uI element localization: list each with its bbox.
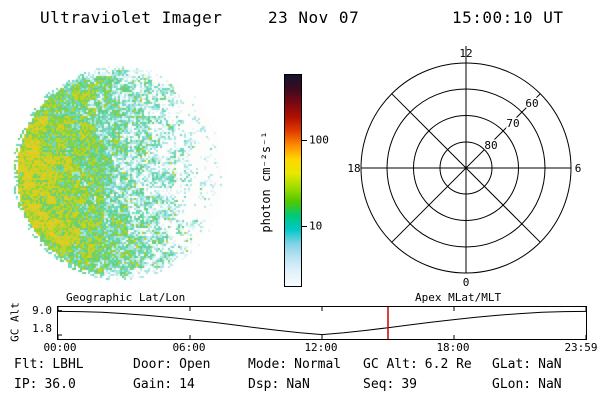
status-gc-alt: GC Alt: 6.2 Re: [363, 357, 472, 372]
x-tick-label-1200: 12:00: [304, 341, 338, 354]
polar-plot: 12 0 18 6 60 70 80: [347, 46, 581, 289]
gc-alt-axis-label: GC Alt: [8, 302, 22, 342]
status-glon-value: NaN: [538, 377, 562, 392]
mlat-label-70: 70: [506, 117, 519, 130]
mlt-label-12: 12: [459, 47, 472, 60]
time-label: 15:00:10 UT: [452, 8, 564, 27]
colorbar-tick-label: 100: [309, 133, 329, 147]
x-tick-label-0000: 00:00: [43, 341, 77, 354]
status-dsp-value: NaN: [286, 377, 310, 392]
status-gain: Gain: 14: [133, 377, 195, 392]
x-tick-label-2359: 23:59: [564, 341, 598, 354]
y-tick-label-top: 9.0: [32, 304, 52, 317]
status-glon: GLon: NaN: [492, 377, 562, 392]
status-glat-key: GLat:: [492, 357, 532, 372]
x-tick-label-0600: 06:00: [172, 341, 206, 354]
mlt-label-0: 0: [463, 276, 470, 289]
status-door-key: Door:: [133, 357, 173, 372]
mlt-label-6: 6: [575, 162, 582, 175]
status-row-1: Flt: LBHL Door: Open Mode: Normal GC Alt: 6.…: [0, 357, 600, 373]
polar-mlt-labels: 12 0 18 6: [347, 47, 581, 289]
status-seq: Seq: 39: [363, 377, 417, 392]
status-seq-value: 39: [401, 377, 417, 392]
colorbar-gradient: [285, 75, 301, 286]
status-seq-key: Seq:: [363, 377, 395, 392]
status-glon-key: GLon:: [492, 377, 532, 392]
apex-mlatmlt-label: Apex MLat/MLT: [415, 291, 502, 304]
mlat-label-60: 60: [525, 97, 538, 110]
status-dsp-key: Dsp:: [248, 377, 280, 392]
polar-grid-lines: [360, 46, 572, 274]
app-title: Ultraviolet Imager: [40, 8, 223, 27]
orbit-curve-svg: [57, 307, 587, 339]
y-tick-label-bottom: 1.8: [32, 322, 52, 335]
x-tick-label-1800: 18:00: [436, 341, 470, 354]
status-door-value: Open: [179, 357, 211, 372]
status-mode-key: Mode:: [248, 357, 288, 372]
status-gc-alt-key: GC Alt:: [363, 357, 418, 372]
status-ip-key: IP:: [14, 377, 38, 392]
y-axis-ticks: [58, 310, 62, 336]
status-glat-value: NaN: [538, 357, 562, 372]
status-mode: Mode: Normal: [248, 357, 341, 372]
geo-latlon-label: Geographic Lat/Lon: [66, 291, 186, 304]
status-ip-value: 36.0: [44, 377, 76, 392]
status-flt-value: LBHL: [52, 357, 84, 372]
colorbar: 100 10: [284, 74, 329, 287]
status-ip: IP: 36.0: [14, 377, 76, 392]
colorbar-tick: [302, 140, 307, 142]
date-label: 23 Nov 07: [268, 8, 360, 27]
polar-mlat-labels: 60 70 80: [483, 96, 540, 154]
status-flt-key: Flt:: [14, 357, 46, 372]
mlat-label-80: 80: [484, 139, 497, 152]
status-dsp: Dsp: NaN: [248, 377, 310, 392]
colorbar-tick: [302, 225, 307, 227]
status-row-2: IP: 36.0 Gain: 14 Dsp: NaN Seq: 39 GLon: NaN: [0, 377, 600, 393]
uv-earth-image: [8, 60, 232, 284]
status-gain-value: 14: [179, 377, 195, 392]
timeline-plot: [57, 306, 587, 340]
status-mode-value: Normal: [294, 357, 342, 372]
status-flt: Flt: LBHL: [14, 357, 84, 372]
status-gain-key: Gain:: [133, 377, 173, 392]
mlt-label-18: 18: [347, 162, 360, 175]
orbit-curve: [57, 310, 587, 336]
status-glat: GLat: NaN: [492, 357, 562, 372]
colorbar-tick-label: 10: [309, 219, 323, 233]
status-door: Door: Open: [133, 357, 210, 372]
status-gc-alt-value: 6.2 Re: [424, 357, 472, 372]
colorbar-label: photon cm⁻²s⁻¹: [259, 131, 273, 233]
